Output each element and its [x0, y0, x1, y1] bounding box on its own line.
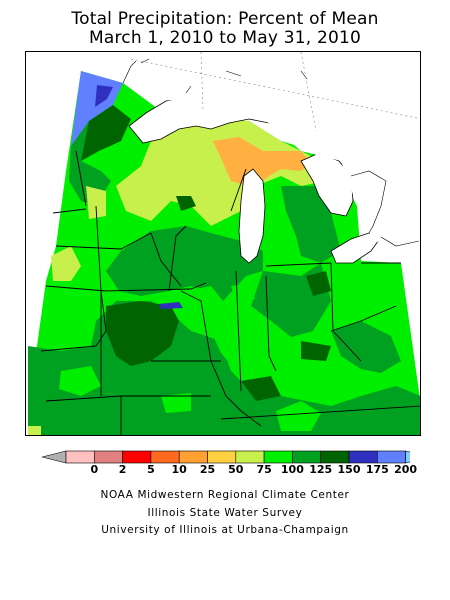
- state-borders: [40, 150, 420, 435]
- legend-swatch: [65, 450, 95, 464]
- legend-tick-label: 50: [228, 463, 244, 476]
- legend-tick-label: 150: [337, 463, 361, 476]
- lake-michigan: [238, 168, 266, 264]
- region-75-100-sw: [28, 426, 41, 435]
- canada-white-area: [123, 52, 420, 263]
- region-150-175-oh: [306, 271, 331, 296]
- region-150-175-ia: [106, 301, 179, 366]
- legend-tick-label: 25: [199, 463, 216, 476]
- region-150-175-ky: [241, 376, 281, 401]
- credit-line2: Illinois State Water Survey: [147, 507, 303, 519]
- legend-swatch: [93, 450, 123, 464]
- region-75-100-mn: [51, 246, 81, 281]
- legend-swatch: [122, 450, 152, 464]
- region-150-175-s: [301, 341, 331, 361]
- graticule-lines: [130, 52, 420, 132]
- legend-swatch: [263, 450, 293, 464]
- region-100-125-s2: [59, 366, 101, 396]
- region-125-150-nw2: [69, 121, 111, 206]
- legend-swatch: [178, 450, 208, 464]
- legend-over-arrow: [405, 450, 410, 464]
- region-125-150-mw: [106, 226, 263, 301]
- precipitation-map: [25, 51, 421, 436]
- legend-swatch: [235, 450, 265, 464]
- region-100-125-se: [276, 401, 321, 431]
- region-125-150-nw: [75, 105, 131, 161]
- shoreline-lines: [122, 58, 420, 247]
- legend-tick-label: 5: [147, 463, 155, 476]
- legend-tick-label: 0: [90, 463, 99, 476]
- map-canvas: [26, 52, 420, 435]
- region-150-175-nw: [95, 85, 113, 107]
- legend-tick-label: 75: [256, 463, 272, 476]
- legend-tick-label: 10: [171, 463, 187, 476]
- legend-swatch: [150, 450, 180, 464]
- region-50-75-up: [213, 137, 311, 187]
- region-125-150-east: [331, 321, 401, 373]
- region-100-125-s3: [161, 393, 191, 413]
- legend-tick-label: 175: [365, 463, 389, 476]
- legend-swatch: [207, 450, 237, 464]
- legend-tick-label: 100: [280, 463, 304, 476]
- legend-swatch: [348, 450, 378, 464]
- map-title-line2: March 1, 2010 to May 31, 2010: [88, 28, 362, 48]
- region-75-100-wi: [116, 111, 326, 226]
- region-75-100-n: [86, 186, 106, 219]
- credit-line3: University of Illinois at Urbana-Champai…: [101, 524, 349, 536]
- legend-swatch: [376, 450, 406, 464]
- legend-tick-label: 200: [394, 463, 418, 476]
- region-150-175-wi: [176, 196, 196, 211]
- legend-tick-label: 2: [118, 463, 127, 476]
- color-legend-bar: [41, 450, 410, 464]
- legend-under-arrow: [41, 450, 67, 464]
- legend-swatch: [320, 450, 350, 464]
- credit-line1: NOAA Midwestern Regional Climate Center: [100, 489, 350, 501]
- map-title-line1: Total Precipitation: Percent of Mean: [71, 9, 379, 29]
- region-100-125-in: [211, 321, 301, 376]
- region-175-200-ia: [159, 302, 183, 309]
- legend-swatch: [292, 450, 321, 464]
- legend-tick-label: 125: [309, 463, 333, 476]
- region-100-125-ia: [186, 286, 223, 321]
- lake-erie: [330, 232, 382, 264]
